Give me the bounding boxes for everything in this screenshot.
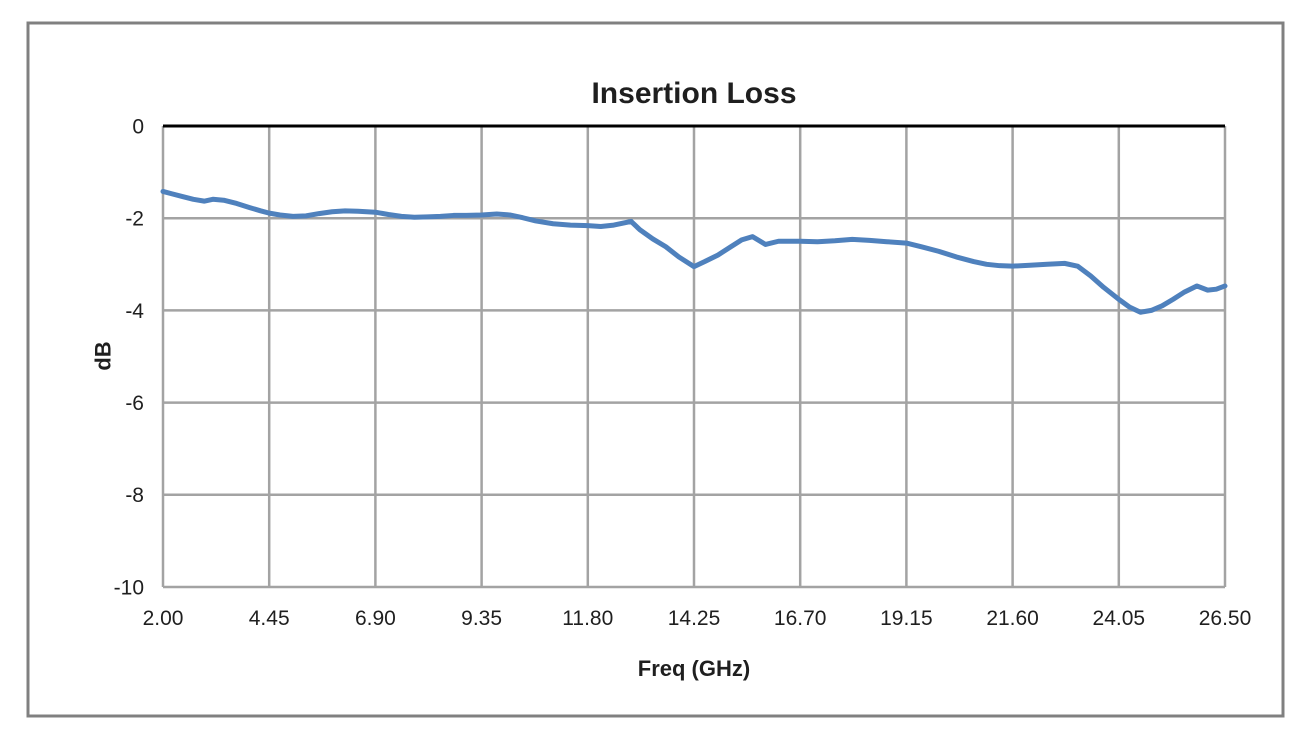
x-tick-label: 6.90 — [355, 607, 396, 630]
chart-title: Insertion Loss — [591, 77, 796, 110]
x-axis-title: Freq (GHz) — [638, 656, 750, 681]
x-tick-label: 19.15 — [880, 607, 933, 630]
y-axis-title: dB — [91, 341, 116, 370]
series-layer — [160, 188, 1228, 315]
x-tick-label: 16.70 — [774, 607, 827, 630]
x-tick-label: 9.35 — [461, 607, 502, 630]
x-tick-label: 11.80 — [562, 607, 613, 630]
x-tick-label: 26.50 — [1199, 607, 1252, 630]
chart-border-stroke — [26, 21, 1285, 718]
x-tick-label: 24.05 — [1093, 607, 1146, 630]
x-tick-label: 4.45 — [249, 607, 290, 630]
y-tick-label: -2 — [125, 208, 144, 231]
series-line-insertion-loss — [160, 188, 1228, 315]
y-tick-label: -4 — [125, 300, 144, 323]
x-tick-label: 14.25 — [668, 607, 721, 630]
x-tick-label: 2.00 — [143, 607, 184, 630]
y-tick-label: 0 — [132, 115, 144, 138]
y-tick-label: -10 — [114, 576, 144, 599]
tick-label-layer: 0 -2 -4 -6 -8 -10 2.00 4.45 6.90 9.35 11.80 14.25 16… — [114, 115, 1252, 630]
y-tick-label: -8 — [125, 484, 144, 507]
gridline-layer — [161, 124, 1227, 589]
chart-border — [28, 23, 1283, 716]
y-tick-label: -6 — [125, 392, 144, 415]
x-tick-label: 21.60 — [986, 607, 1039, 630]
